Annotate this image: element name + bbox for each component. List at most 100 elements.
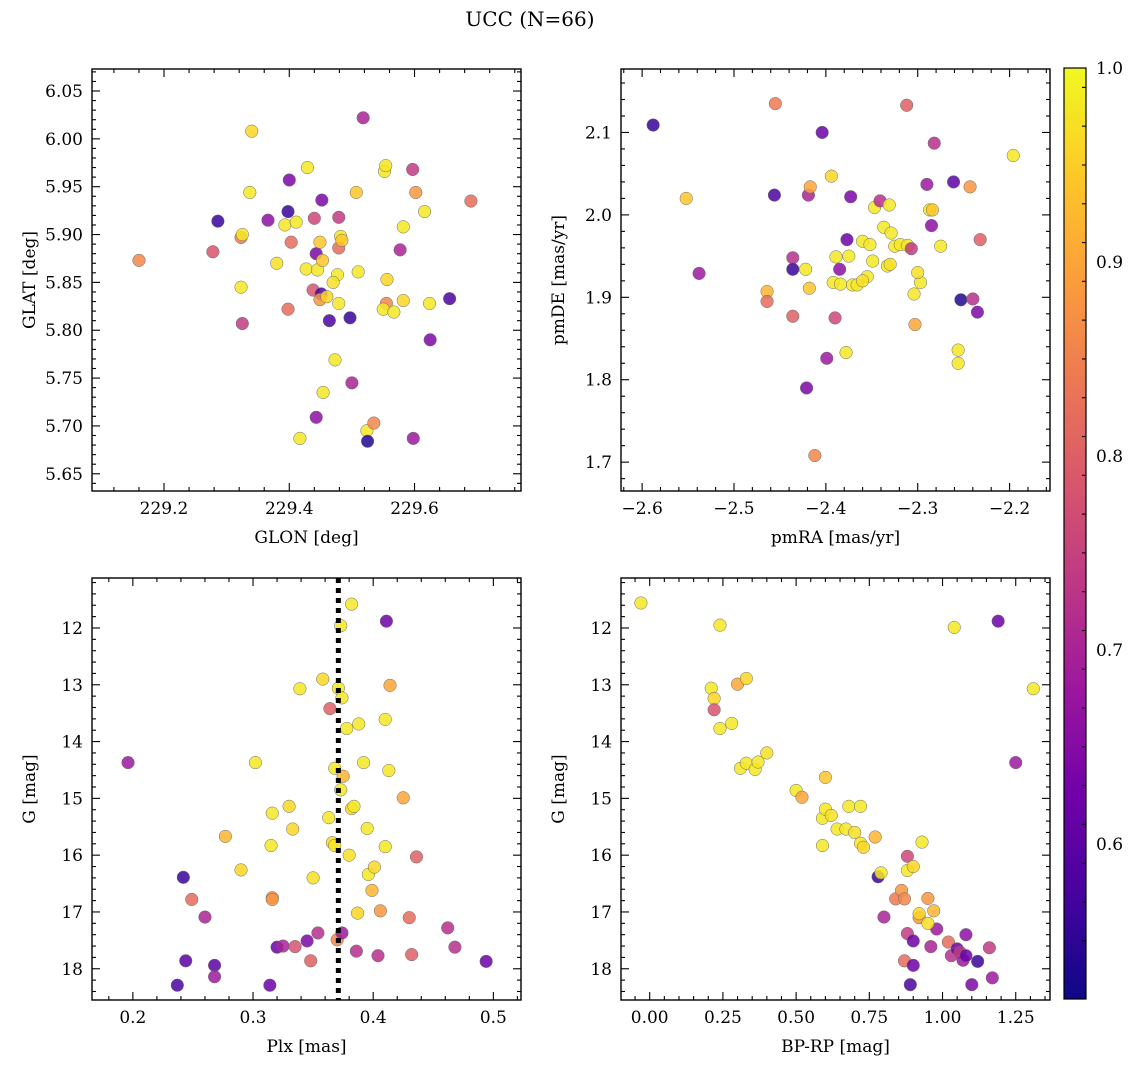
- scatter-point: [349, 944, 363, 958]
- scatter-point: [842, 799, 856, 813]
- scatter-point: [768, 97, 782, 111]
- scatter-point: [834, 277, 848, 291]
- scatter-point: [800, 381, 814, 395]
- scatter-point: [282, 173, 296, 187]
- x-tick-label: 1.00: [924, 1008, 962, 1028]
- y-tick-label: 2.0: [585, 206, 612, 226]
- scatter-point: [322, 314, 336, 328]
- scatter-point: [874, 866, 888, 880]
- scatter-point: [320, 290, 334, 304]
- scatter-point: [351, 265, 365, 279]
- scatter-point: [815, 838, 830, 853]
- scatter-point: [382, 763, 396, 778]
- y-tick-label: 1.9: [585, 288, 612, 308]
- scatter-point: [906, 958, 920, 972]
- scatter-point: [379, 614, 393, 628]
- scatter-point: [335, 233, 349, 247]
- scatter-point: [947, 620, 961, 634]
- colorbar-gradient: [1064, 68, 1086, 999]
- scatter-point: [315, 193, 329, 207]
- panel-bprp-gmag: 0.00 0.25 0.50 0.75 1.00 1.25 12 13 14 15 16 17 18 BP…: [549, 577, 1051, 1057]
- tick-marks: [621, 578, 1050, 1000]
- scatter-point: [300, 934, 314, 948]
- figure-title: UCC (N=66): [465, 7, 594, 31]
- colorbar: 1.0 0.9 0.8 0.7 0.6: [1063, 59, 1123, 1000]
- scatter-point: [634, 596, 648, 610]
- scatter-point: [211, 214, 225, 228]
- scatter-point: [760, 746, 774, 760]
- scatter-point: [367, 416, 381, 430]
- scatter-point: [840, 233, 854, 247]
- scatter-point: [423, 296, 437, 310]
- y-tick-label: 5.90: [45, 226, 83, 246]
- x-tick-label: 0.3: [240, 1008, 267, 1028]
- scatter-point: [316, 672, 330, 686]
- scatter-point: [903, 978, 917, 992]
- scatter-point: [856, 274, 870, 288]
- x-tick-label: 0.4: [360, 1008, 387, 1028]
- scatter-point: [179, 954, 193, 968]
- scatter-points: [121, 597, 493, 992]
- y-tick-label: 18: [61, 960, 83, 980]
- y-tick-label: 5.65: [45, 465, 83, 485]
- scatter-point: [739, 671, 753, 686]
- scatter-point: [132, 253, 146, 267]
- scatter-point: [234, 280, 248, 294]
- scatter-point: [402, 911, 416, 925]
- scatter-point: [265, 806, 279, 820]
- axes-frame: [91, 577, 522, 1001]
- y-axis-label: G [mag]: [20, 754, 40, 823]
- scatter-point: [824, 808, 838, 822]
- y-axis-label: GLAT [deg]: [20, 231, 40, 329]
- scatter-point: [208, 970, 222, 984]
- tick-marks: [621, 69, 1050, 491]
- x-tick-label: 0.75: [850, 1008, 888, 1028]
- scatter-point: [1006, 148, 1020, 163]
- scatter-point: [927, 136, 941, 150]
- scatter-points: [634, 596, 1040, 992]
- y-tick-label: 16: [590, 846, 612, 866]
- x-tick-label: 229.2: [140, 499, 189, 519]
- x-tick-label: −2.2: [989, 499, 1030, 519]
- scatter-point: [313, 235, 327, 249]
- scatter-point: [707, 691, 721, 705]
- x-tick-label: −2.6: [621, 499, 662, 519]
- scatter-point: [803, 180, 817, 194]
- scatter-point: [839, 345, 853, 360]
- colorbar-tick-label: 0.7: [1096, 641, 1123, 661]
- scatter-point: [915, 835, 929, 849]
- scatter-point: [863, 238, 877, 252]
- scatter-point: [299, 262, 313, 276]
- scatter-point: [713, 721, 727, 736]
- colorbar-tick-label: 1.0: [1096, 59, 1123, 79]
- scatter-point: [185, 892, 199, 907]
- scatter-point: [828, 311, 842, 325]
- scatter-point: [946, 175, 961, 189]
- scatter-point: [907, 287, 921, 301]
- y-tick-label: 2.1: [585, 123, 612, 143]
- scatter-point: [378, 840, 392, 854]
- scatter-point: [365, 883, 379, 897]
- y-tick-label: 1.8: [585, 371, 612, 391]
- scatter-points: [646, 97, 1020, 463]
- scatter-point: [921, 916, 935, 930]
- scatter-point: [951, 343, 965, 357]
- x-axis-label: GLON [deg]: [254, 528, 358, 548]
- y-tick-label: 14: [61, 733, 83, 753]
- scatter-point: [307, 211, 321, 225]
- scatter-point: [963, 180, 977, 194]
- scatter-point: [900, 849, 914, 863]
- scatter-point: [900, 98, 914, 112]
- scatter-point: [912, 907, 926, 921]
- scatter-point: [423, 333, 437, 347]
- scatter-point: [786, 309, 800, 323]
- scatter-point: [371, 949, 385, 963]
- scatter-point: [815, 125, 829, 140]
- scatter-point: [808, 449, 822, 463]
- scatter-point: [248, 756, 262, 770]
- y-tick-label: 13: [61, 676, 83, 696]
- scatter-point: [265, 892, 279, 907]
- scatter-point: [934, 239, 948, 253]
- scatter-point: [405, 948, 419, 962]
